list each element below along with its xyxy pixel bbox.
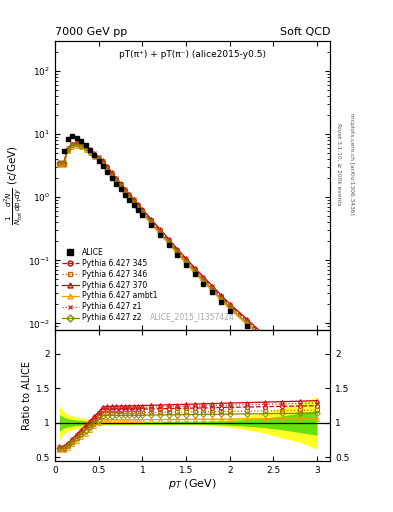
Text: pT(π⁺) + pT(π⁻) (alice2015-y0.5): pT(π⁺) + pT(π⁻) (alice2015-y0.5) bbox=[119, 50, 266, 58]
Y-axis label: $\frac{1}{N_{tot}} \frac{d^2N}{dp_{T}dy}$ (c/GeV): $\frac{1}{N_{tot}} \frac{d^2N}{dp_{T}dy}… bbox=[3, 145, 24, 225]
Legend: ALICE, Pythia 6.427 345, Pythia 6.427 346, Pythia 6.427 370, Pythia 6.427 ambt1,: ALICE, Pythia 6.427 345, Pythia 6.427 34… bbox=[61, 246, 159, 324]
Text: Rivet 3.1.10, ≥ 200k events: Rivet 3.1.10, ≥ 200k events bbox=[336, 122, 341, 205]
Text: Soft QCD: Soft QCD bbox=[280, 27, 330, 37]
Text: mcplots.cern.ch [arXiv:1306.3436]: mcplots.cern.ch [arXiv:1306.3436] bbox=[349, 113, 354, 215]
Text: ALICE_2015_I1357424: ALICE_2015_I1357424 bbox=[150, 312, 235, 321]
X-axis label: $p_T$ (GeV): $p_T$ (GeV) bbox=[168, 477, 217, 492]
Y-axis label: Ratio to ALICE: Ratio to ALICE bbox=[22, 360, 31, 430]
Text: 7000 GeV pp: 7000 GeV pp bbox=[55, 27, 127, 37]
